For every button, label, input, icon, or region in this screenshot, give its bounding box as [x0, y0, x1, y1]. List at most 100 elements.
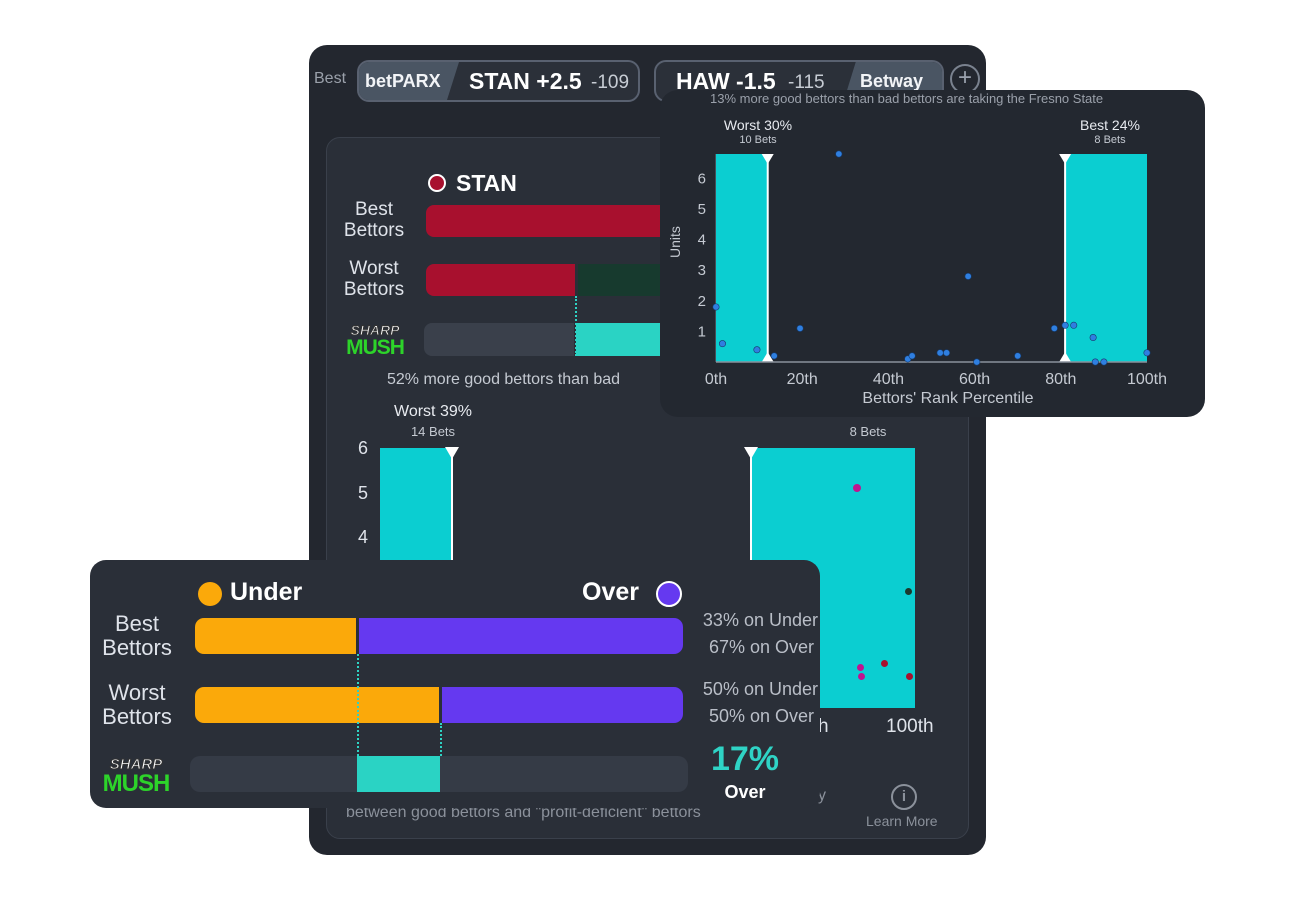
- data-point: [718, 340, 726, 348]
- worst-band-top-marker[interactable]: [761, 154, 774, 164]
- team-legend-label: STAN: [456, 170, 517, 196]
- sportsbook-name: Betway: [860, 71, 924, 91]
- data-point: [1100, 358, 1108, 366]
- best-band: [1065, 154, 1147, 362]
- over-legend-label: Over: [582, 578, 639, 606]
- data-point: [858, 673, 865, 680]
- best-bettors-stan-bar: [426, 205, 666, 237]
- data-point: [1014, 352, 1022, 360]
- worst-bettors-other-bar: [578, 264, 666, 296]
- y-tick-label: 5: [358, 483, 369, 503]
- x-tick-label: 20th: [787, 371, 818, 388]
- data-point: [1091, 358, 1099, 366]
- y-axis-label: Units: [667, 226, 683, 258]
- worst-band-marker[interactable]: [445, 447, 459, 459]
- x-axis-label: Bettors' Rank Percentile: [862, 390, 1034, 407]
- data-point: [770, 352, 778, 360]
- data-point: [943, 349, 951, 357]
- data-point: [964, 272, 972, 280]
- data-point: [1061, 321, 1069, 329]
- data-point: [753, 346, 761, 354]
- best-band-label: Best 24%: [1080, 117, 1140, 133]
- best-over-pct: 67% on Over: [708, 637, 814, 657]
- logo-text-mush: MUSH: [346, 336, 405, 359]
- summary-text: 52% more good bettors than bad: [387, 371, 621, 388]
- worst-under-pct: 50% on Under: [702, 679, 818, 699]
- best-bettors-label: Best Bettors: [102, 611, 172, 660]
- y-tick-label: 3: [698, 262, 706, 279]
- y-tick-label: 4: [698, 232, 706, 249]
- best-band-marker[interactable]: [744, 447, 758, 459]
- data-point: [881, 660, 888, 667]
- over-bar: [359, 618, 683, 654]
- worst-over-pct: 50% on Over: [708, 706, 814, 726]
- under-bar: [195, 687, 439, 723]
- data-point: [908, 352, 916, 360]
- best-under-pct: 33% on Under: [702, 610, 818, 630]
- footer-note-partial: y: [818, 787, 826, 804]
- data-point: [853, 484, 861, 492]
- pick-team-line: STAN +2.5: [469, 68, 582, 94]
- worst-bettors-label: Worst Bettors: [102, 680, 172, 729]
- data-point: [1089, 334, 1097, 342]
- pick-team-line: HAW -1.5: [676, 68, 776, 94]
- x-tick-label: 0th: [705, 371, 727, 388]
- sportsbook-name: betPARX: [365, 71, 441, 91]
- stan-legend-dot: [428, 174, 446, 192]
- worst-band-label: Worst 30%: [723, 117, 793, 133]
- data-point: [1050, 324, 1058, 332]
- logo-text-sharp: SHARP: [109, 756, 163, 774]
- pick-odds: -109: [591, 72, 630, 93]
- footer-note: between good bettors and "profit-deficie…: [346, 804, 701, 821]
- data-point: [857, 664, 864, 671]
- learn-more-link[interactable]: Learn More: [866, 813, 938, 829]
- best-label: Best: [314, 70, 347, 87]
- data-point: [905, 588, 912, 595]
- under-over-panel: Under Over Best Bettors Worst Bettors 33…: [90, 560, 820, 808]
- y-tick-label: 2: [698, 293, 706, 310]
- best-bettors-label: Best Bettors: [343, 199, 405, 241]
- split-guide-line: [357, 654, 360, 756]
- sharpmush-logo: SHARP MUSH: [334, 322, 416, 362]
- under-legend-dot: [198, 582, 222, 606]
- worst-band-bottom-marker[interactable]: [761, 352, 774, 362]
- data-point: [906, 673, 913, 680]
- x-tick-label: 40th: [873, 371, 904, 388]
- y-tick-label: 1: [698, 323, 706, 340]
- data-point: [936, 349, 944, 357]
- x-tick-label: 100th: [1127, 371, 1167, 388]
- diff-fill: [357, 756, 440, 792]
- data-point: [796, 324, 804, 332]
- data-point: [1143, 349, 1151, 357]
- sharpmush-logo: SHARP MUSH: [92, 756, 180, 800]
- y-tick-label: 6: [358, 438, 369, 458]
- diff-percent: 17%: [710, 740, 780, 778]
- logo-text-mush: MUSH: [102, 770, 171, 797]
- info-icon[interactable]: i: [891, 784, 917, 810]
- data-point: [973, 358, 981, 366]
- worst-bettors-stan-bar: [426, 264, 575, 296]
- diff-side: Over: [724, 782, 766, 802]
- y-tick-label: 5: [698, 201, 706, 218]
- x-tick-label: 60th: [959, 371, 990, 388]
- diff-fill: [576, 323, 666, 356]
- best-group-bets: 8 Bets: [849, 424, 887, 439]
- split-guide-line: [440, 723, 442, 756]
- x-tick-label: 80th: [1045, 371, 1076, 388]
- x-tick-label: 100th: [886, 716, 934, 737]
- worst-group-label: Worst 39%: [394, 403, 472, 420]
- over-bar: [442, 687, 683, 723]
- under-legend-label: Under: [230, 578, 303, 606]
- over-legend-dot: [656, 581, 682, 607]
- pick-stan-button[interactable]: betPARX STAN +2.5 -109: [357, 60, 640, 102]
- worst-band: [716, 154, 768, 362]
- chart-subtitle: 13% more good bettors than bad bettors a…: [710, 91, 1104, 106]
- diff-track: [424, 323, 574, 356]
- best-band-bottom-marker[interactable]: [1059, 352, 1072, 362]
- data-point: [835, 150, 843, 158]
- under-bar: [195, 618, 357, 654]
- best-band-top-marker[interactable]: [1059, 154, 1072, 164]
- sportsbook-tag: betPARX: [359, 62, 459, 100]
- logo-text-sharp: SHARP: [350, 322, 400, 339]
